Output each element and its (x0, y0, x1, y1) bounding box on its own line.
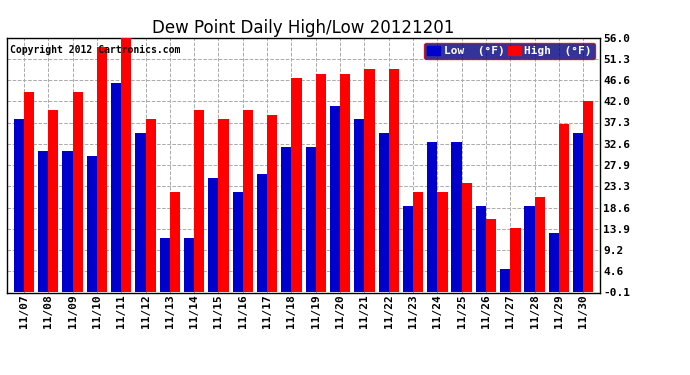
Title: Dew Point Daily High/Low 20121201: Dew Point Daily High/Low 20121201 (152, 20, 455, 38)
Bar (87, 156, 97, 292)
Text: Copyright 2012 Cartronics.com: Copyright 2012 Cartronics.com (10, 45, 180, 55)
Bar (194, 110, 204, 292)
Bar (14, 119, 24, 292)
Bar (403, 206, 413, 292)
Bar (72, 92, 83, 292)
Bar (524, 206, 535, 292)
Bar (583, 101, 593, 292)
Bar (437, 192, 448, 292)
Bar (257, 174, 267, 292)
Bar (121, 38, 131, 292)
Bar (559, 124, 569, 292)
Bar (243, 110, 253, 292)
Bar (500, 269, 511, 292)
Bar (170, 192, 180, 292)
Bar (549, 233, 559, 292)
Bar (184, 237, 194, 292)
Bar (38, 151, 48, 292)
Bar (219, 119, 228, 292)
Bar (282, 147, 291, 292)
Bar (573, 133, 583, 292)
Bar (208, 178, 219, 292)
Bar (486, 219, 496, 292)
Bar (146, 119, 156, 292)
Bar (388, 69, 399, 292)
Bar (306, 147, 316, 292)
Bar (62, 151, 72, 292)
Bar (267, 115, 277, 292)
Bar (316, 74, 326, 292)
Bar (340, 74, 351, 292)
Bar (379, 133, 388, 292)
Bar (451, 142, 462, 292)
Bar (111, 83, 121, 292)
Bar (291, 78, 302, 292)
Bar (159, 237, 170, 292)
Legend: Low  (°F), High  (°F): Low (°F), High (°F) (424, 43, 595, 59)
Bar (535, 196, 545, 292)
Bar (364, 69, 375, 292)
Bar (24, 92, 34, 292)
Bar (354, 119, 364, 292)
Bar (476, 206, 486, 292)
Bar (330, 106, 340, 292)
Bar (48, 110, 59, 292)
Bar (413, 192, 423, 292)
Bar (427, 142, 437, 292)
Bar (462, 183, 472, 292)
Bar (97, 46, 107, 292)
Bar (233, 192, 243, 292)
Bar (135, 133, 146, 292)
Bar (511, 228, 520, 292)
